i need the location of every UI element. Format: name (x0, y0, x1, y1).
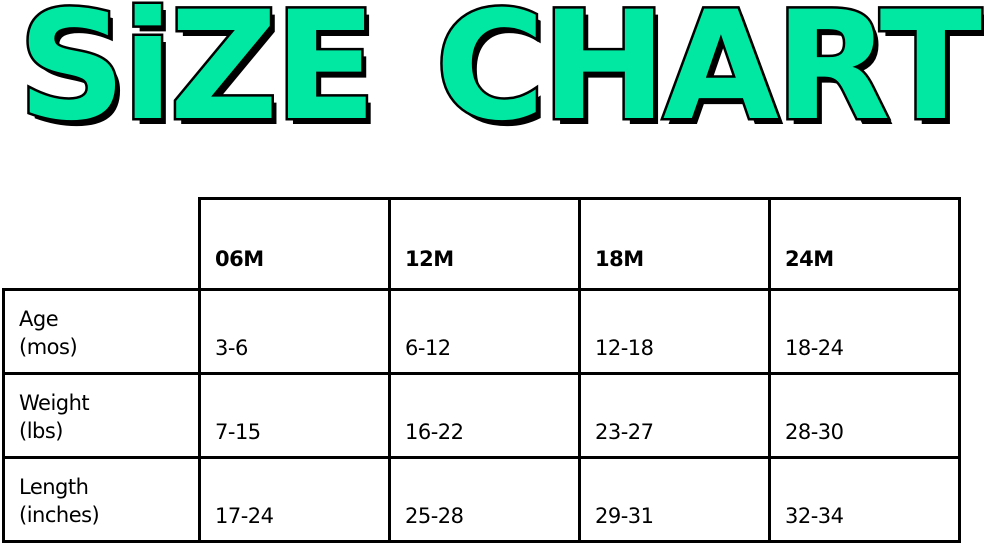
table-cell: 7-15 (198, 372, 391, 459)
column-header: 06M (198, 197, 391, 291)
table-cell: 18-24 (768, 288, 961, 375)
column-header: 12M (388, 197, 581, 291)
row-label: Length (inches) (2, 456, 201, 543)
header-row: 06M 12M 18M 24M (3, 197, 961, 291)
corner-cell (3, 198, 201, 291)
row-label: Weight (lbs) (2, 372, 201, 459)
table-cell: 17-24 (198, 456, 391, 543)
table-cell: 23-27 (578, 372, 771, 459)
table-row: Length (inches) 17-24 25-28 29-31 32-34 (2, 456, 961, 543)
column-header: 24M (768, 197, 961, 291)
row-label-unit: (mos) (19, 335, 78, 359)
table-cell: 32-34 (768, 456, 961, 543)
table-cell: 28-30 (768, 372, 961, 459)
page-title: SiZE CHART (0, 0, 984, 154)
table-cell: 6-12 (388, 288, 581, 375)
row-label-unit: (inches) (19, 503, 100, 527)
row-label-line: Weight (19, 391, 90, 415)
table-cell: 16-22 (388, 372, 581, 459)
column-header: 18M (578, 197, 771, 291)
table-cell: 12-18 (578, 288, 771, 375)
size-table: 06M 12M 18M 24M Age (mos) 3-6 6-12 12-18 … (2, 197, 961, 543)
row-label-line: Length (19, 475, 89, 499)
row-label-line: Age (19, 307, 59, 331)
title-word-size: SiZE (16, 0, 380, 154)
title-word-chart: CHART (433, 0, 984, 154)
table-row: Age (mos) 3-6 6-12 12-18 18-24 (2, 288, 961, 375)
row-label: Age (mos) (2, 288, 201, 375)
table-cell: 25-28 (388, 456, 581, 543)
row-label-unit: (lbs) (19, 419, 64, 443)
table-cell: 29-31 (578, 456, 771, 543)
table-row: Weight (lbs) 7-15 16-22 23-27 28-30 (2, 372, 961, 459)
table-cell: 3-6 (198, 288, 391, 375)
